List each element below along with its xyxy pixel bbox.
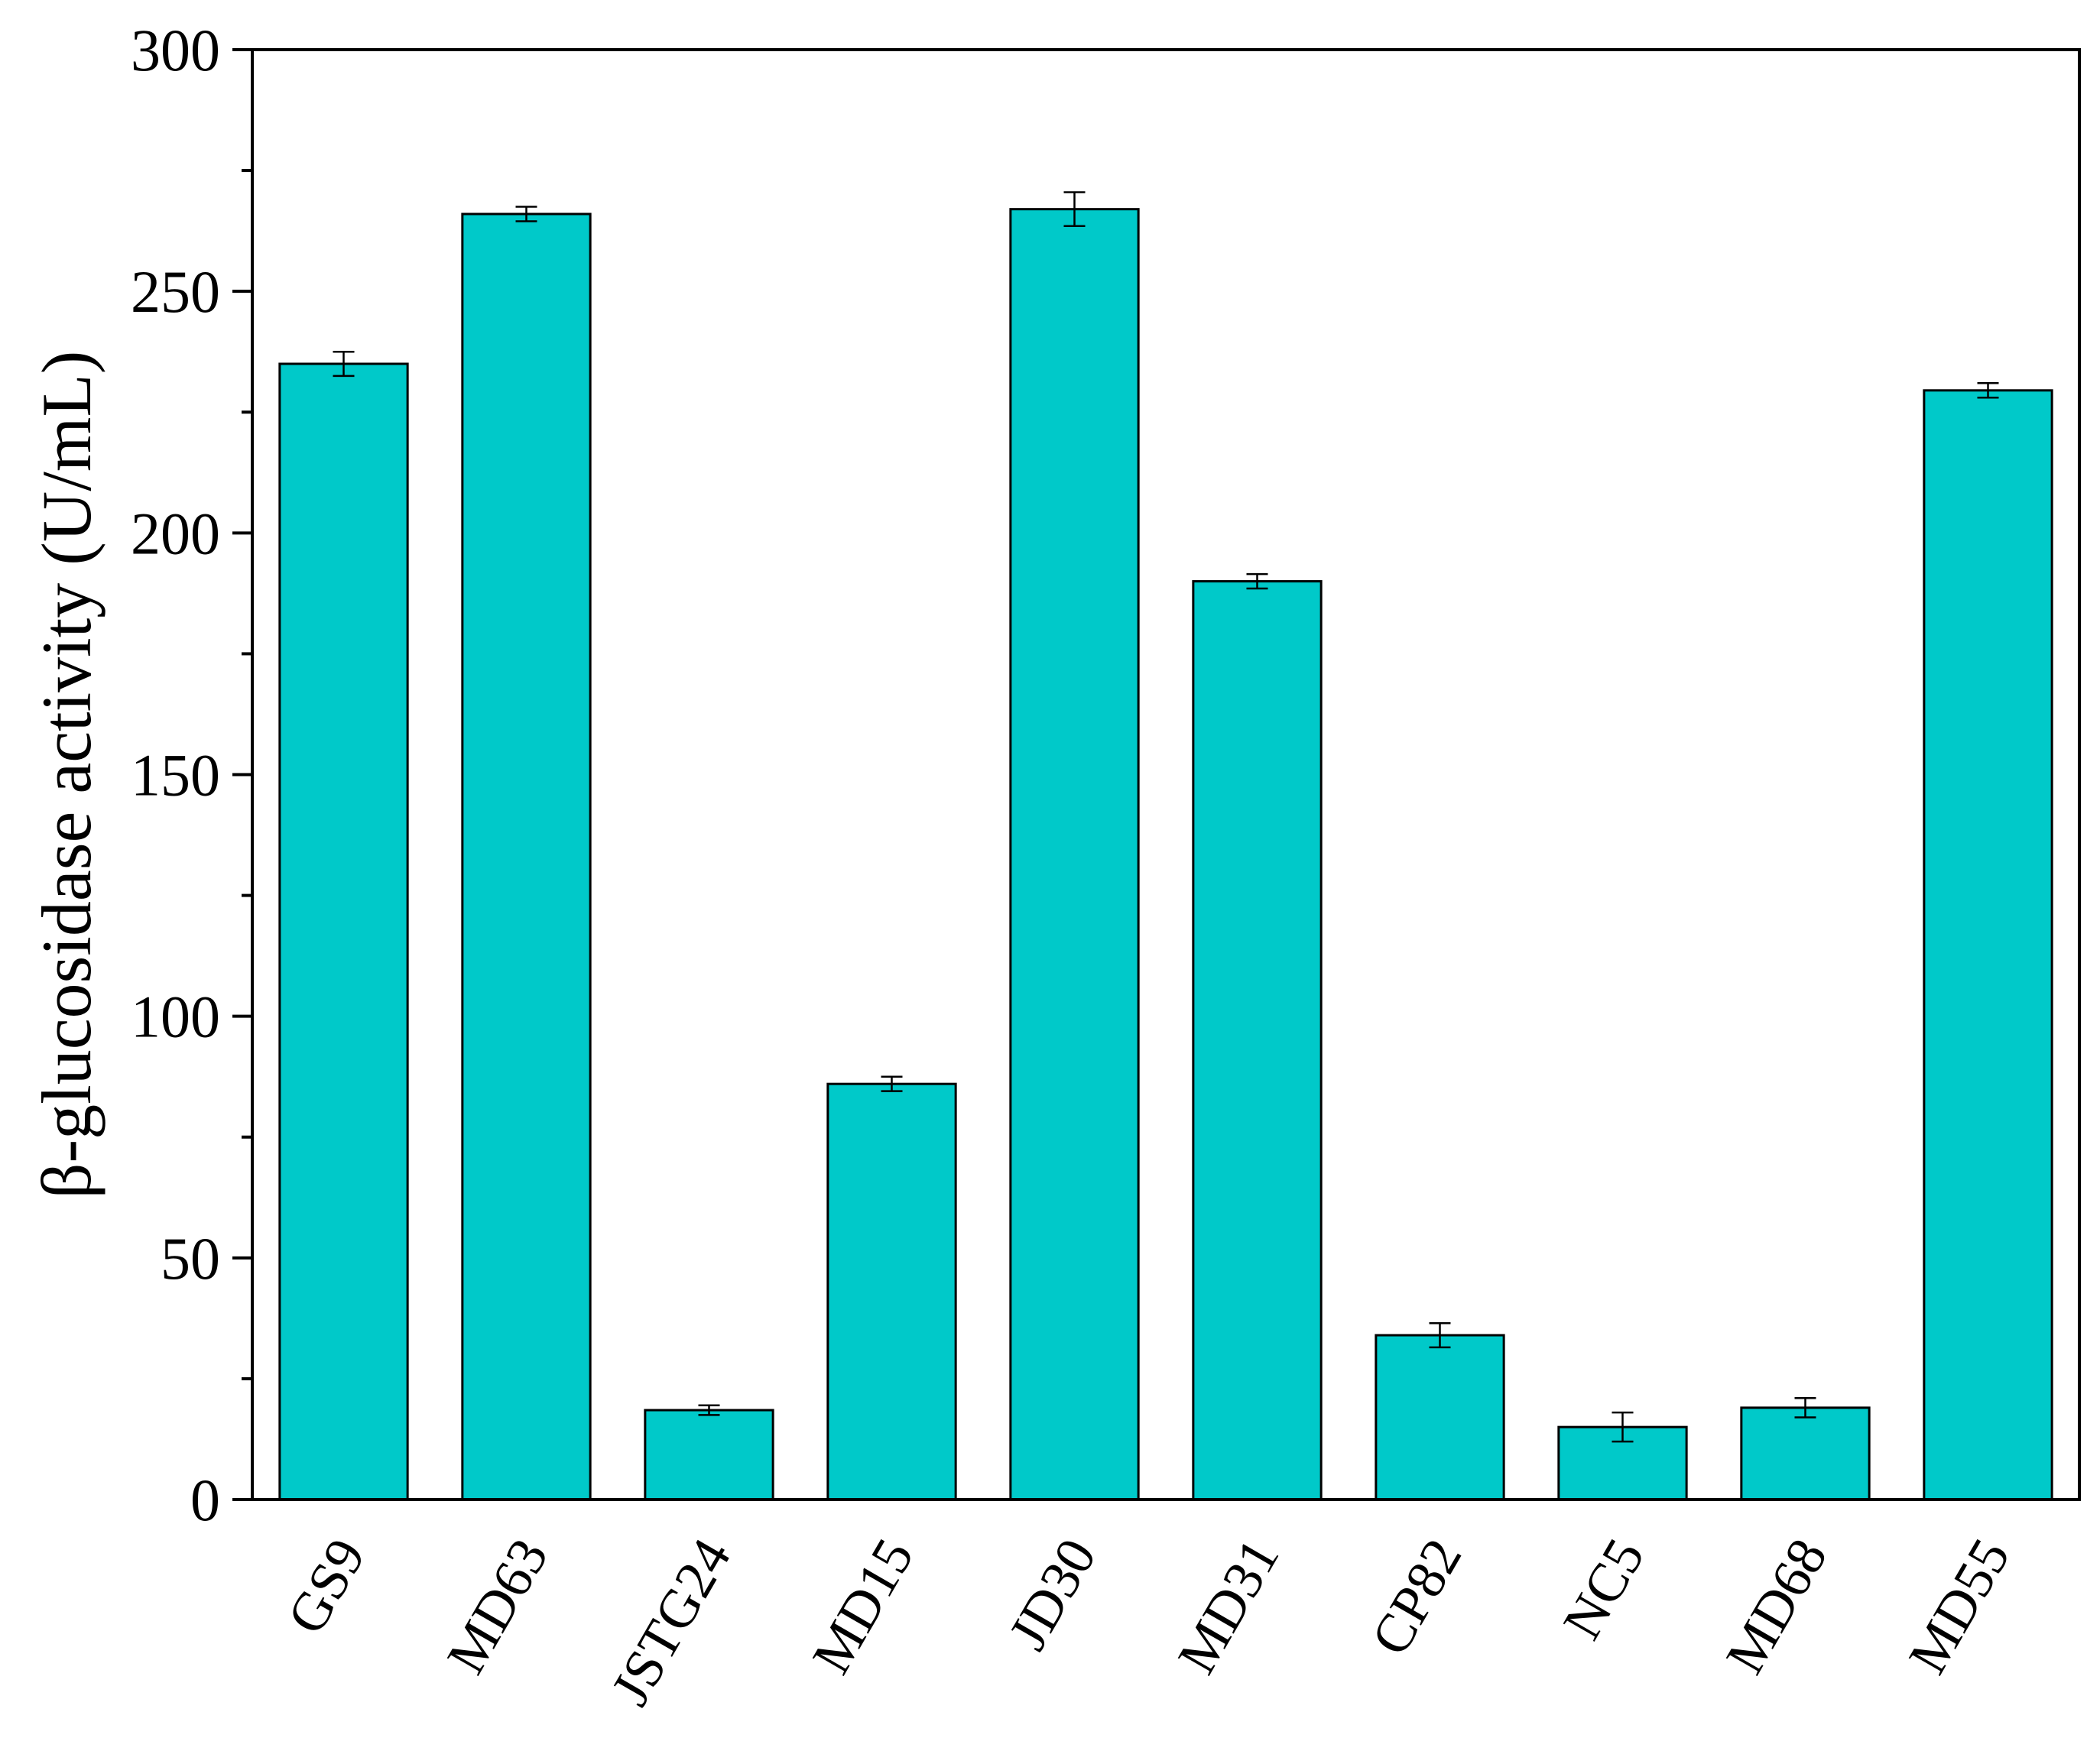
bar-md15 <box>826 1082 957 1501</box>
bar-md31 <box>1192 580 1323 1501</box>
bars <box>278 208 2053 1501</box>
x-tick-label: JSTG24 <box>599 1529 742 1715</box>
bar-cp82 <box>1375 1334 1505 1501</box>
y-tick-label: 300 <box>131 17 220 83</box>
error-bar-gs9 <box>333 350 355 378</box>
y-tick-label: 0 <box>190 1467 220 1533</box>
error-bar-md15 <box>881 1075 903 1092</box>
error-bar-jd30 <box>1063 191 1086 228</box>
x-tick-label: MD55 <box>1897 1529 2021 1684</box>
y-tick-label: 250 <box>131 258 220 325</box>
x-tick-label: CP82 <box>1359 1529 1473 1665</box>
plot-frame <box>251 48 2081 1501</box>
bar-nc5 <box>1557 1425 1688 1501</box>
error-bar-jstg24 <box>698 1404 720 1416</box>
error-bars <box>333 191 1999 1443</box>
y-axis-title: β-glucosidase activity (U/mL) <box>28 351 105 1199</box>
error-bar-md63 <box>515 206 537 222</box>
bar-jd30 <box>1009 208 1140 1501</box>
error-bar-md31 <box>1246 572 1268 590</box>
x-tick-label: JD30 <box>997 1529 1108 1660</box>
bar-md63 <box>461 212 592 1501</box>
y-tick-label: 50 <box>161 1225 220 1292</box>
bar-gs9 <box>278 362 409 1501</box>
x-tick-label: NC5 <box>1551 1529 1656 1649</box>
x-tick-label: GS9 <box>275 1529 377 1644</box>
y-tick-label: 150 <box>131 742 220 809</box>
x-tick-label: MD31 <box>1166 1529 1290 1684</box>
y-axis-ticks: 0 50 100 150 200 250 300 <box>131 17 252 1533</box>
error-bar-md68 <box>1794 1396 1816 1419</box>
error-bar-cp82 <box>1429 1321 1451 1349</box>
x-tick-label: MD63 <box>435 1529 560 1684</box>
x-tick-label: MD15 <box>800 1529 925 1684</box>
x-tick-label: MD68 <box>1714 1529 1839 1684</box>
bar-md68 <box>1740 1406 1871 1501</box>
error-bar-nc5 <box>1612 1411 1634 1443</box>
x-axis-tick-labels: GS9 MD63 JSTG24 MD15 JD30 MD31 CP82 NC5 MD68 MD55 <box>275 1529 2021 1715</box>
bar-md55 <box>1923 389 2053 1501</box>
y-tick-label: 100 <box>131 984 220 1050</box>
error-bar-md55 <box>1977 382 1999 399</box>
bar-jstg24 <box>644 1409 774 1501</box>
y-tick-label: 200 <box>131 500 220 566</box>
